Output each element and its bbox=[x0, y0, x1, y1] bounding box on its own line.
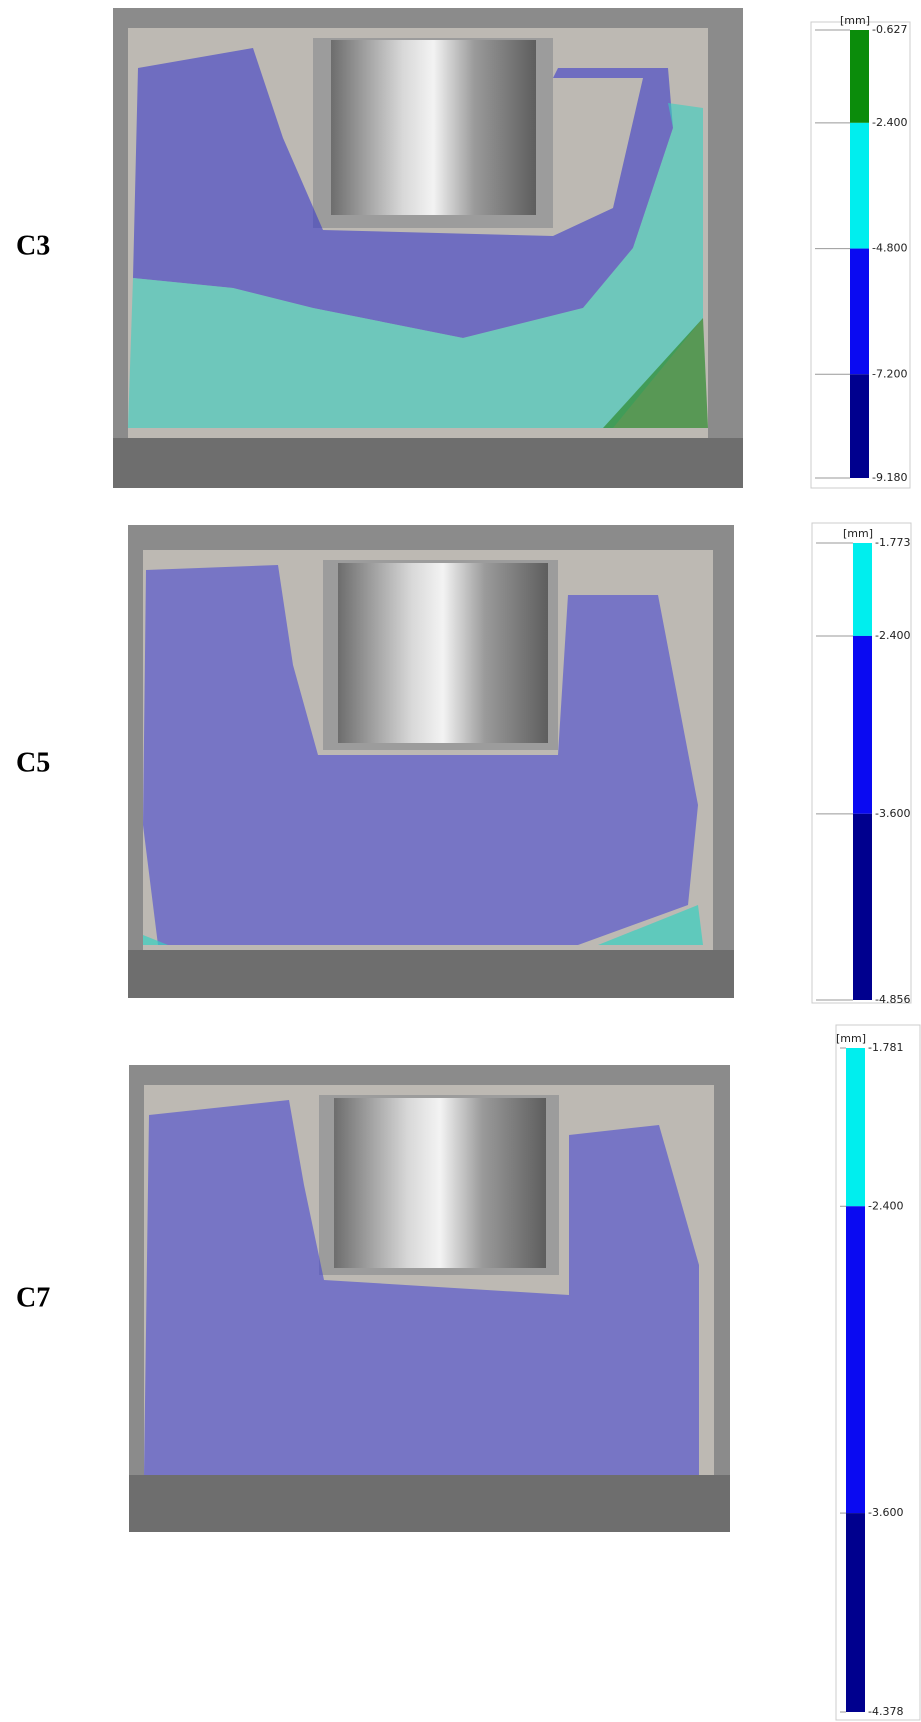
photo bbox=[113, 8, 743, 488]
colorbar-segment bbox=[850, 30, 869, 123]
figure: C3[mm]-0.627-2.400-4.800-7.200-9.180C5[m… bbox=[0, 0, 921, 1722]
page: C3[mm]-0.627-2.400-4.800-7.200-9.180C5[m… bbox=[0, 0, 921, 1722]
colorbar-segment bbox=[846, 1206, 865, 1513]
colorbar-segment bbox=[853, 814, 872, 1000]
tick-label: -2.400 bbox=[872, 116, 907, 129]
colorbar-unit: [mm] bbox=[843, 527, 873, 540]
colorbar-unit: [mm] bbox=[840, 14, 870, 27]
tick-label: -3.600 bbox=[875, 807, 910, 820]
colorbar-segment bbox=[853, 543, 872, 636]
colorbar-segment bbox=[846, 1513, 865, 1712]
tick-label: -4.800 bbox=[872, 242, 907, 255]
tick-label: -0.627 bbox=[872, 23, 907, 36]
panel-label: C3 bbox=[16, 230, 50, 261]
panel-label: C7 bbox=[16, 1282, 50, 1313]
tick-label: -2.400 bbox=[868, 1199, 903, 1212]
tick-label: -4.856 bbox=[875, 993, 910, 1006]
photo bbox=[128, 525, 734, 998]
colorbar-unit: [mm] bbox=[836, 1032, 866, 1045]
colorbar-segment bbox=[850, 249, 869, 375]
panel-label: C5 bbox=[16, 747, 50, 778]
tick-label: -3.600 bbox=[868, 1506, 903, 1519]
colorbar-segment bbox=[846, 1048, 865, 1206]
tick-label: -4.378 bbox=[868, 1705, 903, 1718]
tick-label: -7.200 bbox=[872, 367, 907, 380]
colorbar-segment bbox=[853, 636, 872, 814]
colorbar-segment bbox=[850, 123, 869, 249]
tick-label: -2.400 bbox=[875, 629, 910, 642]
tick-label: -1.781 bbox=[868, 1041, 903, 1054]
photo bbox=[129, 1065, 730, 1532]
tick-label: -9.180 bbox=[872, 471, 907, 484]
tick-label: -1.773 bbox=[875, 536, 910, 549]
colorbar-segment bbox=[850, 374, 869, 478]
